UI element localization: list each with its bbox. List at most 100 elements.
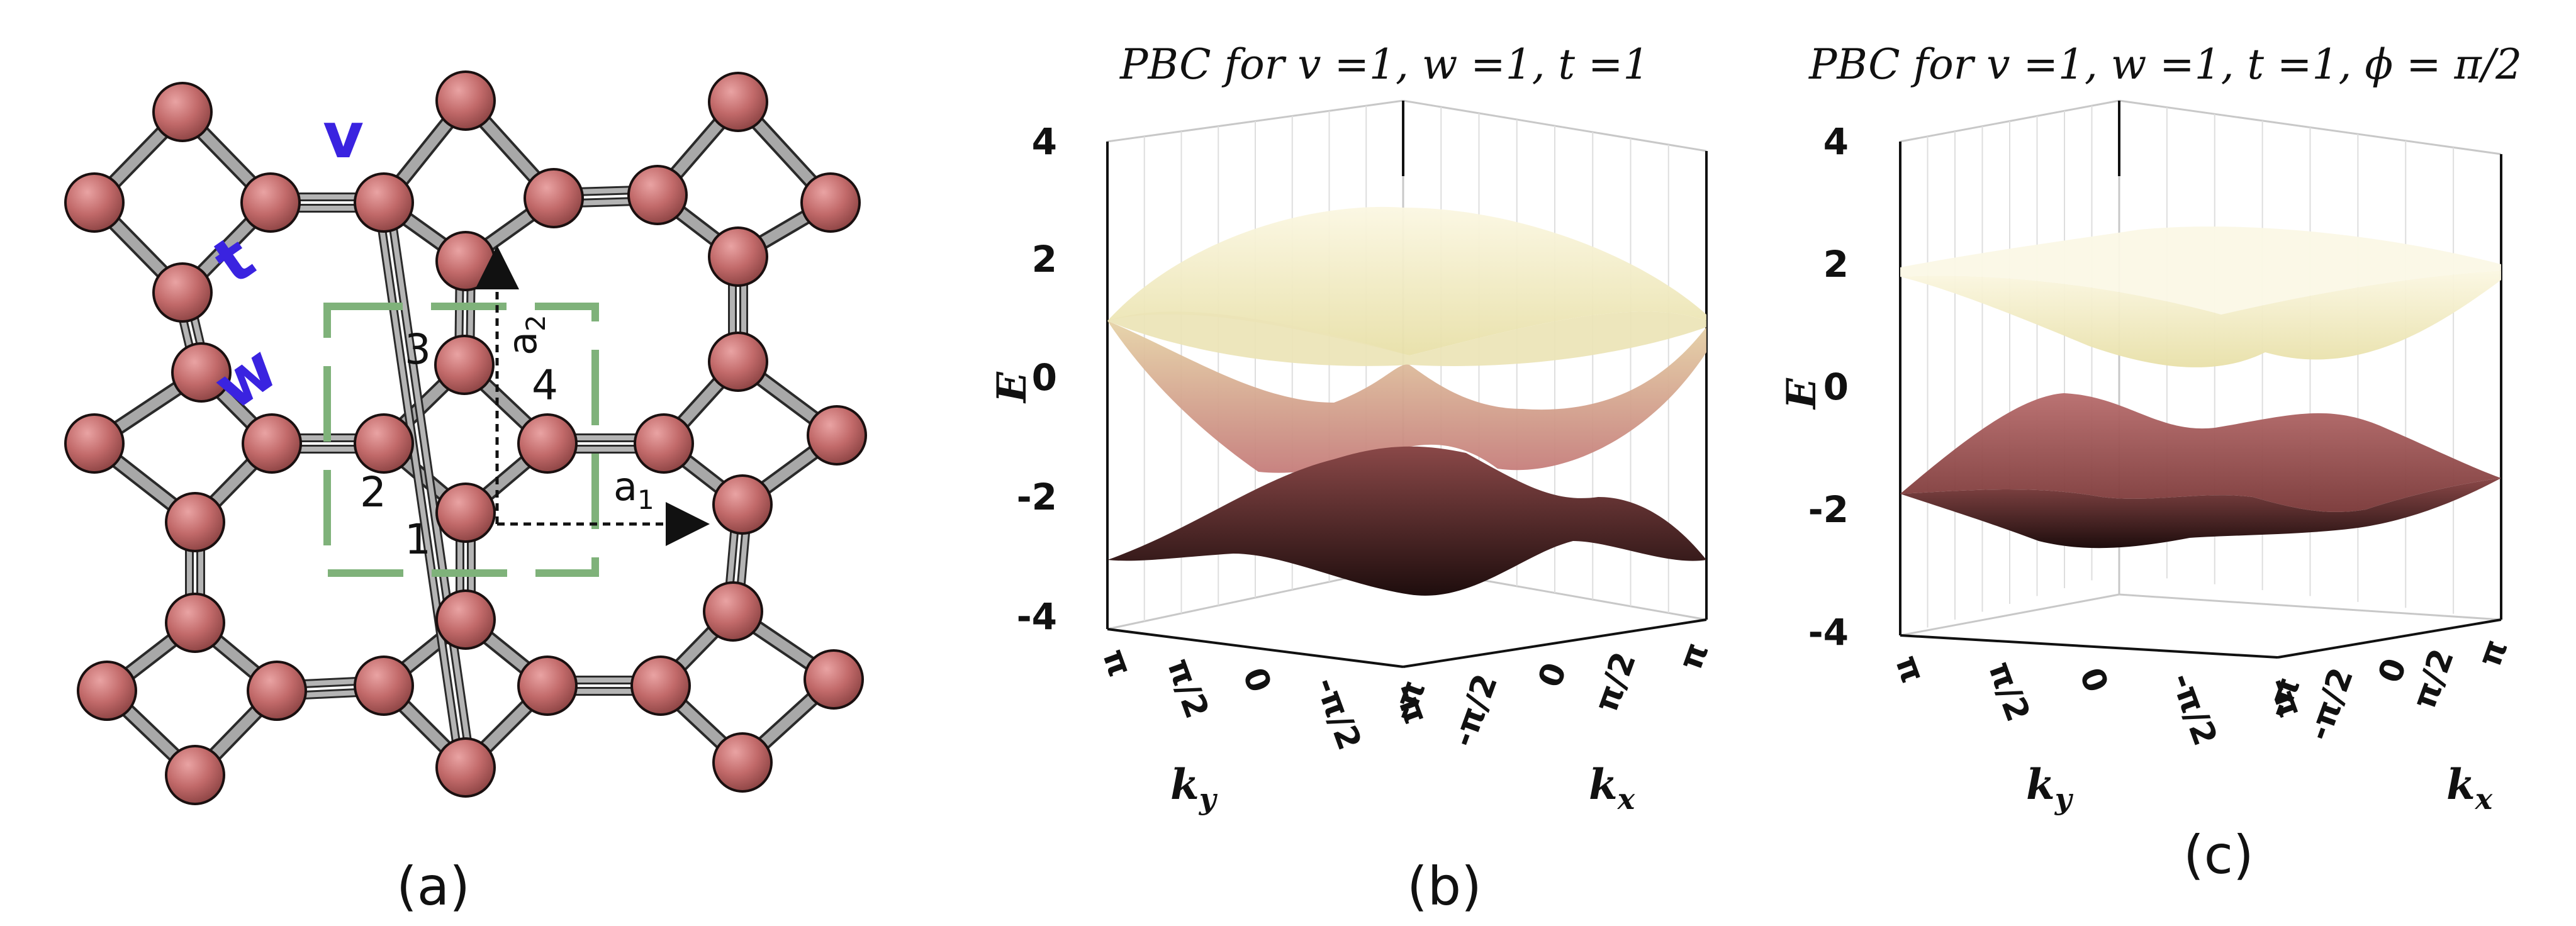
atom: [242, 413, 302, 474]
kx-tick: π/2: [1588, 647, 1644, 717]
band-3-surface: [1107, 311, 1706, 366]
z-tick: -4: [1808, 611, 1849, 654]
caption-a: (a): [396, 856, 471, 917]
plot-c-axes: [1899, 101, 2502, 659]
kx-tick: π: [2471, 635, 2515, 672]
z-tick: -2: [1017, 476, 1057, 518]
lattice-panel: a1 a2 v t w 1 2 3 4: [64, 70, 867, 805]
a2-label: a2: [500, 315, 551, 355]
band-1-surface: [1900, 478, 2501, 549]
atom: [435, 483, 496, 543]
ky-tick: π: [1888, 650, 1932, 688]
a1-label: a1: [613, 464, 654, 515]
bond: [376, 201, 463, 771]
plot-b-kx-ticks: -π -π/2 0 π/2 π: [1384, 638, 1716, 752]
z-tick: -4: [1017, 595, 1057, 638]
ky-tick: -π/2: [1308, 672, 1369, 755]
band-3-surface: [1900, 271, 2501, 367]
plot-c-z-label: E: [1778, 377, 1825, 410]
atom: [240, 172, 301, 233]
atom: [703, 581, 763, 642]
plot-c-grid: [1927, 106, 2455, 628]
band-plot-b: PBC for v =1, w =1, t =1 4 2 0 -2: [988, 40, 1716, 816]
atom: [152, 82, 213, 142]
atom: [517, 413, 578, 474]
site-label-2: 2: [360, 468, 386, 516]
plot-c-title: PBC for v =1, w =1, t =1, ϕ = π/2: [1808, 40, 2522, 89]
band-2-surface: [1900, 393, 2501, 512]
bond: [386, 199, 474, 769]
atom: [64, 413, 125, 474]
plot-b-title: PBC for v =1, w =1, t =1: [1119, 40, 1649, 89]
atom: [165, 492, 225, 552]
plot-c-ky-label: ky: [2026, 760, 2074, 816]
kx-tick: π: [1672, 638, 1716, 675]
z-tick: 4: [1823, 120, 1849, 163]
plot-c-kx-ticks: -π -π/2 0 π/2 π: [2258, 635, 2515, 745]
atom: [807, 405, 867, 466]
atom: [354, 655, 414, 716]
atom: [435, 70, 496, 131]
band-4-surface: [1900, 226, 2501, 315]
ky-tick: π/2: [1981, 657, 2037, 727]
lattice-atoms: [64, 70, 867, 805]
band-4-surface: [1107, 206, 1706, 355]
plot-c-kx-label: kx: [2446, 760, 2493, 816]
z-tick: 0: [1823, 365, 1849, 408]
plot-b-ky-ticks: π π/2 0 -π/2 -π: [1095, 644, 1435, 755]
band-1-surface: [1107, 446, 1706, 596]
atom: [634, 413, 694, 474]
ky-tick: 0: [2072, 663, 2115, 698]
plot-b-kx-label: kx: [1589, 760, 1635, 816]
atom: [165, 593, 225, 653]
atom: [354, 413, 414, 474]
ky-tick: π: [1095, 644, 1139, 681]
plot-c-z-ticks: 4 2 0 -2 -4: [1808, 120, 1849, 654]
atom: [708, 226, 768, 287]
band-2-surface: [1107, 321, 1706, 473]
atom: [708, 72, 768, 132]
bond-label-v: v: [323, 99, 364, 172]
atom: [247, 661, 307, 721]
site-label-3: 3: [405, 325, 431, 374]
atom: [435, 231, 496, 291]
kx-tick: 0: [2371, 654, 2414, 688]
ky-tick: -π/2: [2163, 668, 2224, 750]
bond-label-w: w: [201, 331, 291, 425]
kx-tick: π/2: [2405, 644, 2461, 714]
kx-tick: -π: [2258, 672, 2307, 722]
z-tick: 0: [1032, 356, 1057, 399]
plot-b-z-label: E: [988, 371, 1036, 404]
atom: [165, 745, 225, 805]
atom: [630, 655, 691, 716]
atom: [434, 335, 495, 395]
band-plot-c: PBC for v =1, w =1, t =1, ϕ = π/2 4 2 0: [1778, 40, 2522, 816]
plot-b-axes: [1106, 101, 1708, 668]
atom: [152, 262, 213, 323]
ky-tick: 0: [1235, 663, 1279, 698]
atom: [712, 732, 773, 793]
ky-tick: π/2: [1160, 654, 1216, 723]
kx-tick: 0: [1531, 658, 1574, 693]
atom: [524, 168, 584, 228]
plot-b-z-ticks: 4 2 0 -2 -4: [1017, 120, 1057, 638]
site-label-1: 1: [405, 515, 431, 564]
lattice-bonds: [87, 93, 844, 783]
z-tick: -2: [1808, 488, 1849, 531]
atom: [171, 342, 232, 403]
plot-b-surfaces: [1107, 206, 1706, 596]
site-label-4: 4: [532, 361, 558, 410]
z-tick: 4: [1032, 120, 1057, 163]
atom: [77, 661, 137, 721]
atom: [708, 332, 768, 392]
atom: [354, 172, 414, 233]
z-tick: 2: [1032, 238, 1057, 281]
atom: [712, 474, 773, 535]
atom: [627, 165, 688, 225]
plot-c-surfaces: [1900, 226, 2501, 549]
atom: [800, 172, 861, 233]
atom: [517, 655, 578, 716]
plot-c-ky-ticks: π π/2 0 -π/2 -π: [1888, 650, 2310, 750]
